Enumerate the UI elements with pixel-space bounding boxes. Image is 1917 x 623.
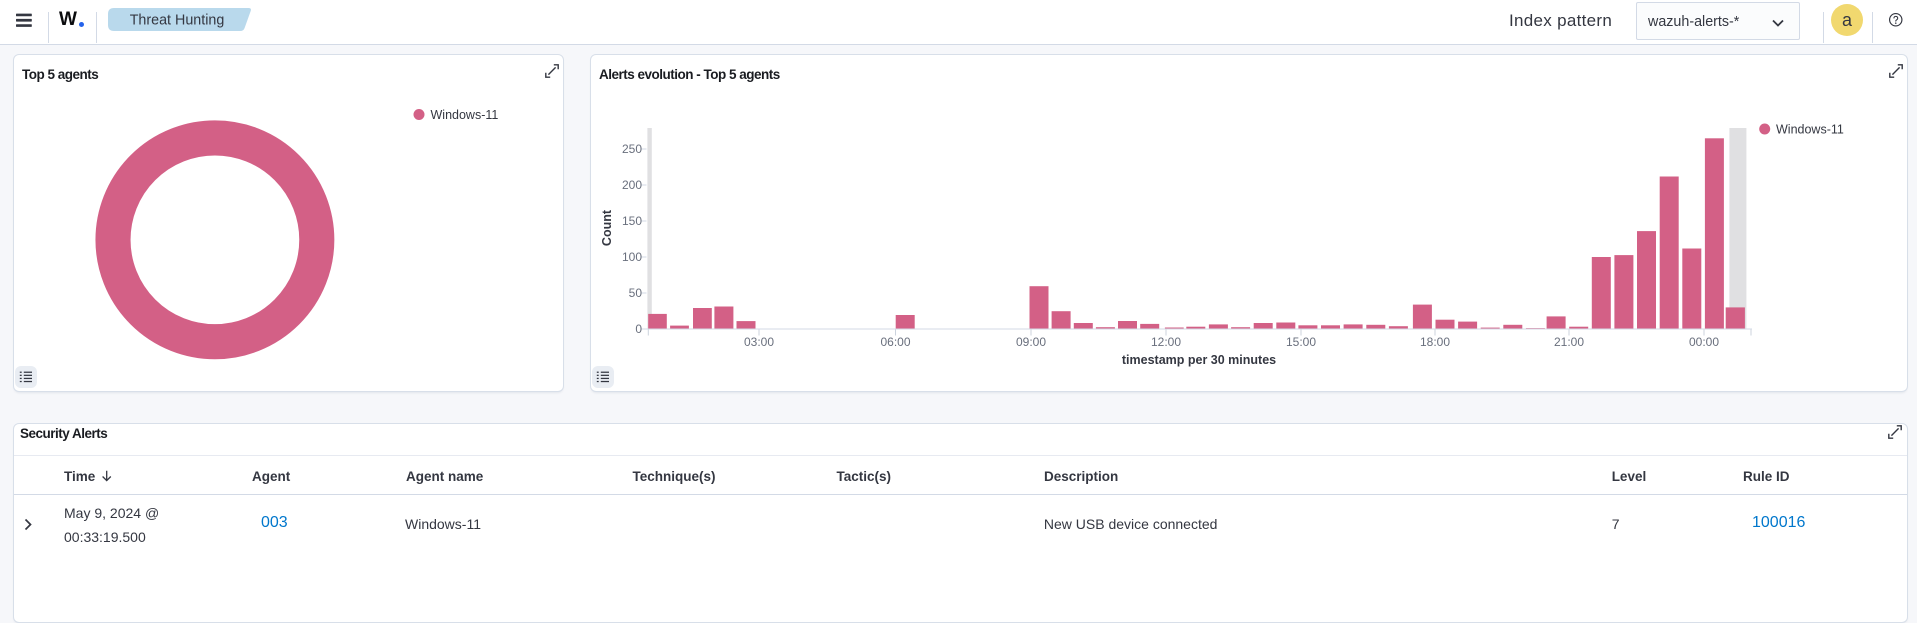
svg-text:12:00: 12:00 <box>1151 335 1181 349</box>
svg-text:15:00: 15:00 <box>1286 335 1316 349</box>
svg-text:18:00: 18:00 <box>1420 335 1450 349</box>
svg-text:150: 150 <box>622 214 642 228</box>
svg-text:09:00: 09:00 <box>1016 335 1046 349</box>
svg-text:Count: Count <box>600 209 614 246</box>
svg-text:250: 250 <box>622 142 642 156</box>
svg-text:Threat Hunting: Threat Hunting <box>130 13 225 29</box>
svg-text:21:00: 21:00 <box>1554 335 1584 349</box>
svg-text:Windows-11: Windows-11 <box>1776 122 1844 136</box>
svg-text:00:00: 00:00 <box>1689 335 1719 349</box>
svg-text:100: 100 <box>622 250 642 264</box>
svg-text:timestamp per 30 minutes: timestamp per 30 minutes <box>1122 353 1276 367</box>
svg-text:0: 0 <box>635 322 642 336</box>
svg-text:06:00: 06:00 <box>880 335 910 349</box>
svg-text:Windows-11: Windows-11 <box>431 108 499 122</box>
svg-text:50: 50 <box>629 286 643 300</box>
svg-text:03:00: 03:00 <box>744 335 774 349</box>
svg-text:200: 200 <box>622 178 642 192</box>
